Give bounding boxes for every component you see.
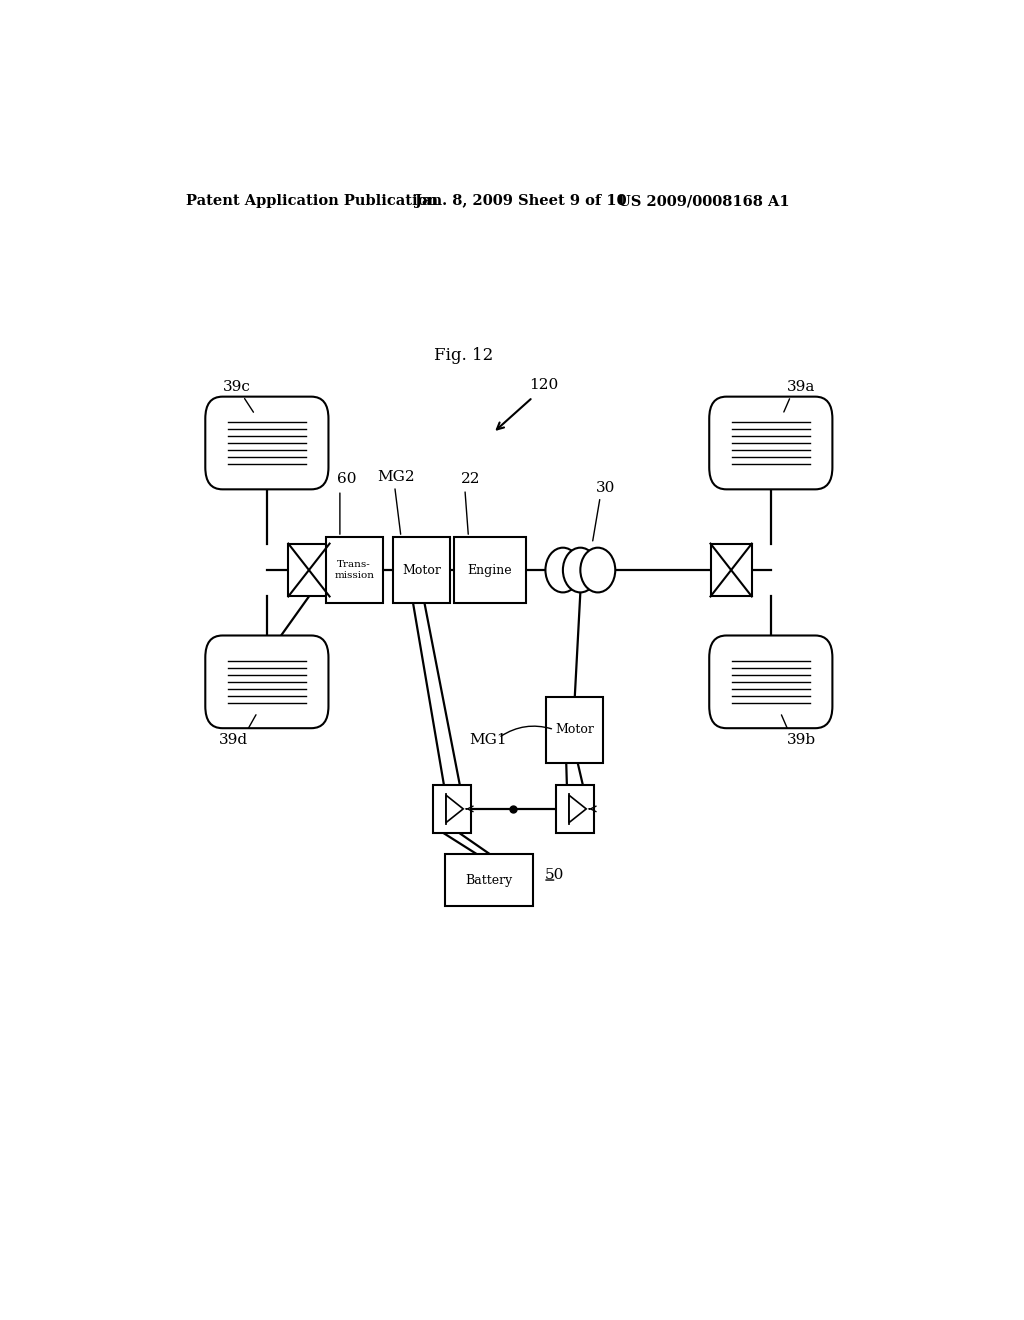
Circle shape	[546, 548, 581, 593]
FancyBboxPatch shape	[205, 396, 329, 490]
Text: Motor: Motor	[555, 723, 594, 737]
Text: 50: 50	[545, 869, 564, 882]
FancyBboxPatch shape	[205, 635, 329, 729]
Text: 39b: 39b	[786, 733, 816, 747]
Text: MG2: MG2	[377, 470, 415, 484]
Bar	[326, 537, 383, 603]
Text: Trans-
mission: Trans- mission	[334, 561, 374, 579]
FancyBboxPatch shape	[710, 635, 833, 729]
Text: 22: 22	[462, 473, 481, 486]
Circle shape	[581, 548, 615, 593]
Bar	[711, 544, 752, 597]
Text: US 2009/0008168 A1: US 2009/0008168 A1	[618, 194, 791, 209]
Bar	[455, 537, 525, 603]
Text: 39a: 39a	[786, 380, 815, 395]
Text: Jan. 8, 2009: Jan. 8, 2009	[416, 194, 513, 209]
FancyBboxPatch shape	[710, 396, 833, 490]
Text: MG1: MG1	[469, 733, 507, 747]
Bar	[445, 854, 532, 907]
Polygon shape	[446, 795, 463, 822]
Text: Fig. 12: Fig. 12	[433, 347, 493, 364]
Text: 60: 60	[337, 473, 356, 486]
Text: 120: 120	[528, 378, 558, 392]
Bar	[546, 697, 603, 763]
Bar	[433, 784, 471, 833]
Bar	[289, 544, 330, 597]
Bar	[393, 537, 451, 603]
Text: Motor: Motor	[402, 564, 441, 577]
Polygon shape	[569, 795, 586, 822]
Circle shape	[563, 548, 598, 593]
Bar	[556, 784, 594, 833]
Text: Patent Application Publication: Patent Application Publication	[186, 194, 438, 209]
Text: Engine: Engine	[468, 564, 512, 577]
Text: Battery: Battery	[466, 874, 513, 887]
Text: 39d: 39d	[219, 733, 249, 747]
Text: 39c: 39c	[223, 380, 251, 395]
Text: Sheet 9 of 10: Sheet 9 of 10	[518, 194, 627, 209]
Text: 30: 30	[596, 480, 615, 495]
